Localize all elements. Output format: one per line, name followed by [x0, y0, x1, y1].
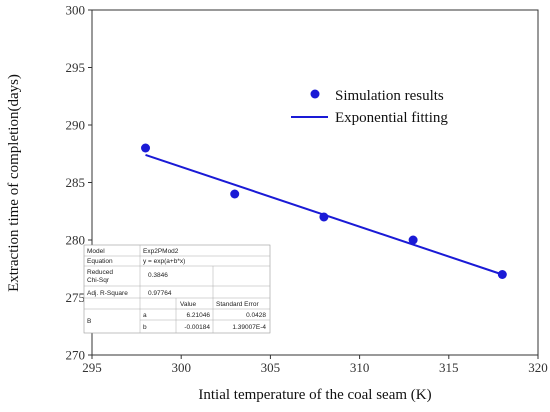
x-tick-label: 305	[261, 360, 281, 375]
data-point	[230, 189, 240, 199]
y-axis-title: Extraction time of completion(days)	[6, 74, 22, 292]
x-tick-label: 295	[82, 360, 102, 375]
y-axis-ticks: 270 275 280 285 290 295 300	[66, 3, 92, 363]
y-tick-label: 280	[66, 233, 86, 248]
x-axis-ticks: 295 300 305 310 315 320	[82, 355, 548, 375]
fit-table-equation-label: Equation	[87, 258, 113, 265]
fit-table: Model Exp2PMod2 Equation y = exp(a+b*x) …	[83, 244, 271, 334]
legend-marker-simulation	[310, 89, 320, 99]
y-tick-label: 285	[66, 175, 86, 190]
data-point	[141, 143, 151, 153]
fit-table-param-a-value: 6.21046	[187, 312, 211, 319]
fit-table-model-value: Exp2PMod2	[143, 248, 179, 255]
y-tick-label: 270	[66, 348, 86, 363]
fit-table-equation-value: y = exp(a+b*x)	[143, 258, 185, 265]
fit-table-param-a-name: a	[143, 312, 147, 319]
data-points	[141, 143, 507, 279]
fit-table-frame	[83, 244, 271, 334]
fit-table-r2-label: Adj. R-Square	[87, 290, 128, 297]
fit-table-param-b-name: b	[143, 324, 147, 331]
fit-table-chi-label-line: Chi-Sqr	[87, 277, 110, 284]
fit-table-group-label: B	[87, 318, 91, 325]
y-tick-label: 295	[66, 60, 86, 75]
fit-table-value-header: Value	[180, 301, 197, 308]
x-tick-label: 310	[350, 360, 370, 375]
data-point	[408, 235, 418, 245]
fit-table-error-header: Standard Error	[216, 301, 259, 308]
x-axis-title: Intial temperature of the coal seam (K)	[198, 387, 431, 403]
y-tick-label: 300	[66, 3, 86, 18]
fit-table-chi-value: 0.3846	[148, 272, 168, 279]
legend-label-simulation: Simulation results	[335, 88, 444, 104]
legend: Simulation results Exponential fitting	[291, 88, 448, 126]
y-tick-label: 275	[66, 290, 86, 305]
fit-table-param-a-error: 0.0428	[246, 312, 266, 319]
data-point	[497, 270, 507, 279]
fit-table-param-b-value: -0.00184	[184, 324, 210, 331]
fit-table-chi-label-line: Reduced	[87, 269, 113, 276]
fit-table-param-b-error: 1.39007E-4	[232, 324, 266, 331]
x-tick-label: 320	[528, 360, 548, 375]
x-tick-label: 315	[439, 360, 459, 375]
fit-table-model-label: Model	[87, 248, 105, 255]
data-point	[319, 212, 329, 222]
fit-table-r2-value: 0.97764	[148, 290, 172, 297]
legend-label-fit: Exponential fitting	[335, 110, 448, 126]
fit-table-chi-label: Reduced Chi-Sqr	[87, 269, 115, 284]
y-tick-label: 290	[66, 118, 86, 133]
x-tick-label: 300	[171, 360, 191, 375]
